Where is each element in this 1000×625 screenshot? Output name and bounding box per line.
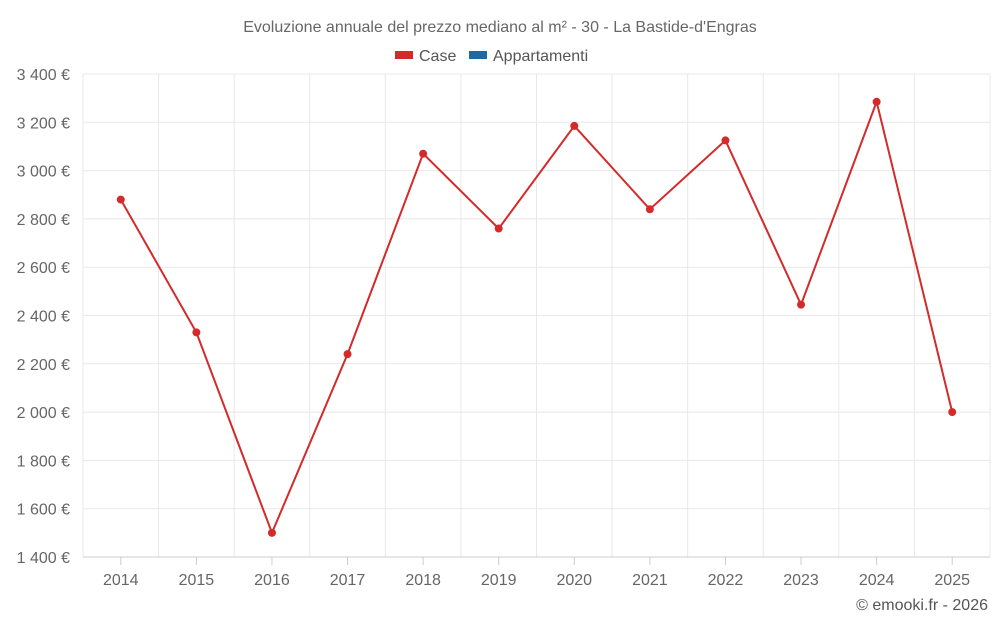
y-tick-label: 1 600 € xyxy=(17,502,70,519)
legend-swatch-case xyxy=(395,51,413,59)
x-tick-label: 2023 xyxy=(783,572,819,589)
y-tick-label: 2 200 € xyxy=(17,357,70,374)
data-point-case[interactable] xyxy=(570,121,579,130)
data-point-case[interactable] xyxy=(116,195,125,204)
series-line-case xyxy=(119,98,954,536)
y-tick-label: 2 600 € xyxy=(17,260,70,277)
legend: Case Appartamenti xyxy=(395,48,588,65)
axes: 1 400 € 1 600 € 1 800 € 2 000 € 2 200 € 2 400… xyxy=(17,67,990,589)
x-tick-label: 2025 xyxy=(934,572,970,589)
data-point-case[interactable] xyxy=(192,328,201,337)
series-case xyxy=(119,98,954,536)
x-tick-label: 2024 xyxy=(859,572,895,589)
x-tick-label: 2017 xyxy=(330,572,366,589)
legend-label-appartamenti[interactable]: Appartamenti xyxy=(493,48,588,65)
data-point-case[interactable] xyxy=(872,97,881,106)
legend-label-case[interactable]: Case xyxy=(419,48,456,65)
legend-swatch-appartamenti xyxy=(469,51,487,59)
grid xyxy=(82,73,991,558)
x-tick-label: 2014 xyxy=(103,572,139,589)
data-point-case[interactable] xyxy=(948,408,957,417)
y-tick-label: 1 400 € xyxy=(17,550,70,567)
data-point-case[interactable] xyxy=(721,136,730,145)
y-tick-label: 1 800 € xyxy=(17,453,70,470)
data-point-case[interactable] xyxy=(267,528,276,537)
chart-title: Evoluzione annuale del prezzo mediano al… xyxy=(243,19,757,36)
data-point-case[interactable] xyxy=(419,149,428,158)
series-case-points xyxy=(116,97,957,537)
y-tick-label: 2 000 € xyxy=(17,405,70,422)
data-point-case[interactable] xyxy=(343,350,352,359)
x-tick-label: 2016 xyxy=(254,572,290,589)
x-tick-label: 2022 xyxy=(708,572,744,589)
x-tick-label: 2015 xyxy=(179,572,215,589)
y-tick-label: 3 400 € xyxy=(17,67,70,84)
x-tick-label: 2018 xyxy=(405,572,441,589)
x-tick-label: 2021 xyxy=(632,572,668,589)
x-tick-label: 2020 xyxy=(556,572,592,589)
x-tick-label: 2019 xyxy=(481,572,517,589)
data-point-case[interactable] xyxy=(797,300,806,309)
y-tick-label: 2 400 € xyxy=(17,309,70,326)
credit-text: © emooki.fr - 2026 xyxy=(856,597,988,614)
data-point-case[interactable] xyxy=(645,205,654,214)
y-tick-label: 3 200 € xyxy=(17,115,70,132)
data-point-case[interactable] xyxy=(494,224,503,233)
y-tick-label: 2 800 € xyxy=(17,212,70,229)
y-tick-label: 3 000 € xyxy=(17,164,70,181)
